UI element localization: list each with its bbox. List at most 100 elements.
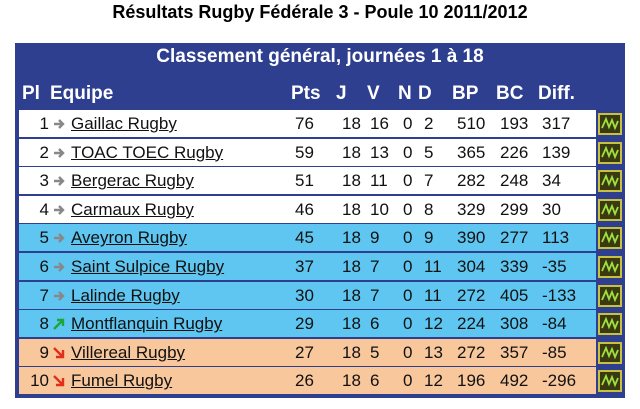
stat-cell: 27 xyxy=(295,342,314,362)
stat-cell: 30 xyxy=(542,199,561,219)
team-link[interactable]: Villereal Rugby xyxy=(71,342,186,362)
column-header: J xyxy=(336,83,347,104)
stat-cell: 193 xyxy=(500,114,529,133)
stat-cell: 7 xyxy=(424,171,434,191)
rank: 1 xyxy=(39,114,49,133)
stat-cell: 0 xyxy=(403,228,413,248)
trend-arrow xyxy=(54,176,65,187)
stat-cell: 12 xyxy=(424,371,443,391)
team-link[interactable]: Bergerac Rugby xyxy=(71,171,194,191)
stat-cell: 6 xyxy=(370,314,380,334)
stat-cell: 226 xyxy=(500,142,529,162)
column-header: Pts xyxy=(291,83,321,104)
stat-cell: 329 xyxy=(457,199,486,219)
chart-icon[interactable] xyxy=(598,227,622,250)
stat-cell: 339 xyxy=(500,257,529,276)
trend-arrow xyxy=(54,290,65,301)
table-row: 4 Carmaux Rugby 46 18 10 0 8 329 299 30 xyxy=(19,195,596,223)
chart-icon[interactable] xyxy=(598,370,622,393)
table-row: 2 TOAC TOEC Rugby 59 18 13 0 5 365 226 139 xyxy=(19,138,596,166)
stat-cell: 0 xyxy=(403,257,413,276)
stat-cell: 8 xyxy=(424,199,434,219)
stat-cell: 272 xyxy=(457,342,486,362)
chart-icon[interactable] xyxy=(598,198,622,221)
team-link[interactable]: Aveyron Rugby xyxy=(71,228,187,248)
stat-cell: 18 xyxy=(342,314,361,334)
table-row: 10 Fumel Rugby 26 18 6 0 12 196 492 -296 xyxy=(19,367,596,395)
page-title: Résultats Rugby Fédérale 3 - Poule 10 20… xyxy=(112,2,528,22)
chart-icon[interactable] xyxy=(598,313,622,336)
table-row: 5 Aveyron Rugby 45 18 9 0 9 390 277 113 xyxy=(19,224,596,252)
stat-cell: 272 xyxy=(457,285,486,305)
standings-table: Classement général, journées 1 à 18 Pl Eq… xyxy=(15,43,625,398)
stat-cell: 7 xyxy=(370,257,380,276)
team-link[interactable]: Montflanquin Rugby xyxy=(71,314,223,334)
rank: 9 xyxy=(39,342,49,362)
stat-cell: 248 xyxy=(500,171,529,191)
stat-cell: 308 xyxy=(500,314,529,334)
stat-cell: -84 xyxy=(542,314,567,334)
team-link[interactable]: Lalinde Rugby xyxy=(71,285,180,305)
chart-icon[interactable] xyxy=(598,341,622,364)
chart-icon[interactable] xyxy=(598,113,622,135)
stat-cell: 2 xyxy=(424,114,434,133)
stat-cell: 0 xyxy=(403,171,413,191)
trend-arrow xyxy=(54,119,65,129)
rank: 7 xyxy=(39,285,49,305)
team-link[interactable]: Carmaux Rugby xyxy=(71,199,194,219)
stat-cell: 390 xyxy=(457,228,486,248)
team-link[interactable]: Fumel Rugby xyxy=(71,371,173,391)
stat-cell: 0 xyxy=(403,342,413,362)
table-banner: Classement général, journées 1 à 18 xyxy=(156,46,484,67)
icon-graphic xyxy=(598,113,622,135)
rank: 4 xyxy=(39,199,49,219)
stat-cell: 18 xyxy=(342,371,361,391)
team-link[interactable]: Saint Sulpice Rugby xyxy=(71,257,225,276)
table-row: 7 Lalinde Rugby 30 18 7 0 11 272 405 -133 xyxy=(19,281,596,309)
chart-icon[interactable] xyxy=(598,141,622,164)
trend-arrow xyxy=(53,375,65,387)
chart-icon[interactable] xyxy=(598,170,622,193)
rank: 5 xyxy=(39,228,49,248)
icon-graphic xyxy=(598,198,622,221)
icon-graphic xyxy=(598,227,622,250)
column-header: BP xyxy=(452,83,479,104)
rank: 2 xyxy=(39,142,49,162)
table-row: 6 Saint Sulpice Rugby 37 18 7 0 11 304 339 -35 xyxy=(19,253,596,280)
chart-icon[interactable] xyxy=(598,284,622,307)
stat-cell: 510 xyxy=(457,114,486,133)
stat-cell: 45 xyxy=(295,228,314,248)
chart-icon[interactable] xyxy=(598,256,622,278)
stat-cell: 0 xyxy=(403,142,413,162)
stat-cell: 76 xyxy=(295,114,314,133)
icon-graphic xyxy=(598,341,622,364)
stat-cell: 18 xyxy=(342,199,361,219)
table-row: 1 Gaillac Rugby 76 18 16 0 2 510 193 317 xyxy=(19,110,596,137)
stat-cell: 277 xyxy=(500,228,529,248)
trend-arrow xyxy=(54,204,65,215)
trend-arrow xyxy=(53,318,65,331)
icon-graphic xyxy=(598,370,622,393)
stat-cell: 0 xyxy=(403,371,413,391)
team-link[interactable]: TOAC TOEC Rugby xyxy=(71,142,224,162)
team-link[interactable]: Gaillac Rugby xyxy=(71,114,177,133)
column-header: Pl xyxy=(22,83,40,104)
stat-cell: 299 xyxy=(500,199,529,219)
stat-cell: 26 xyxy=(295,371,314,391)
column-header: Equipe xyxy=(50,83,114,104)
column-header: V xyxy=(367,83,380,104)
stat-cell: 13 xyxy=(424,342,443,362)
stat-cell: 13 xyxy=(370,142,389,162)
stat-cell: 139 xyxy=(542,142,571,162)
stat-cell: -85 xyxy=(542,342,567,362)
stat-cell: 10 xyxy=(370,199,389,219)
column-header: BC xyxy=(496,83,524,104)
table-row: 3 Bergerac Rugby 51 18 11 0 7 282 248 34 xyxy=(19,167,596,195)
column-header: Diff. xyxy=(538,83,575,104)
stat-cell: 224 xyxy=(457,314,486,334)
stat-cell: 18 xyxy=(342,171,361,191)
stat-cell: 11 xyxy=(370,171,388,191)
stat-cell: 18 xyxy=(342,114,361,133)
stat-cell: 29 xyxy=(295,314,314,334)
stat-cell: 0 xyxy=(403,199,413,219)
